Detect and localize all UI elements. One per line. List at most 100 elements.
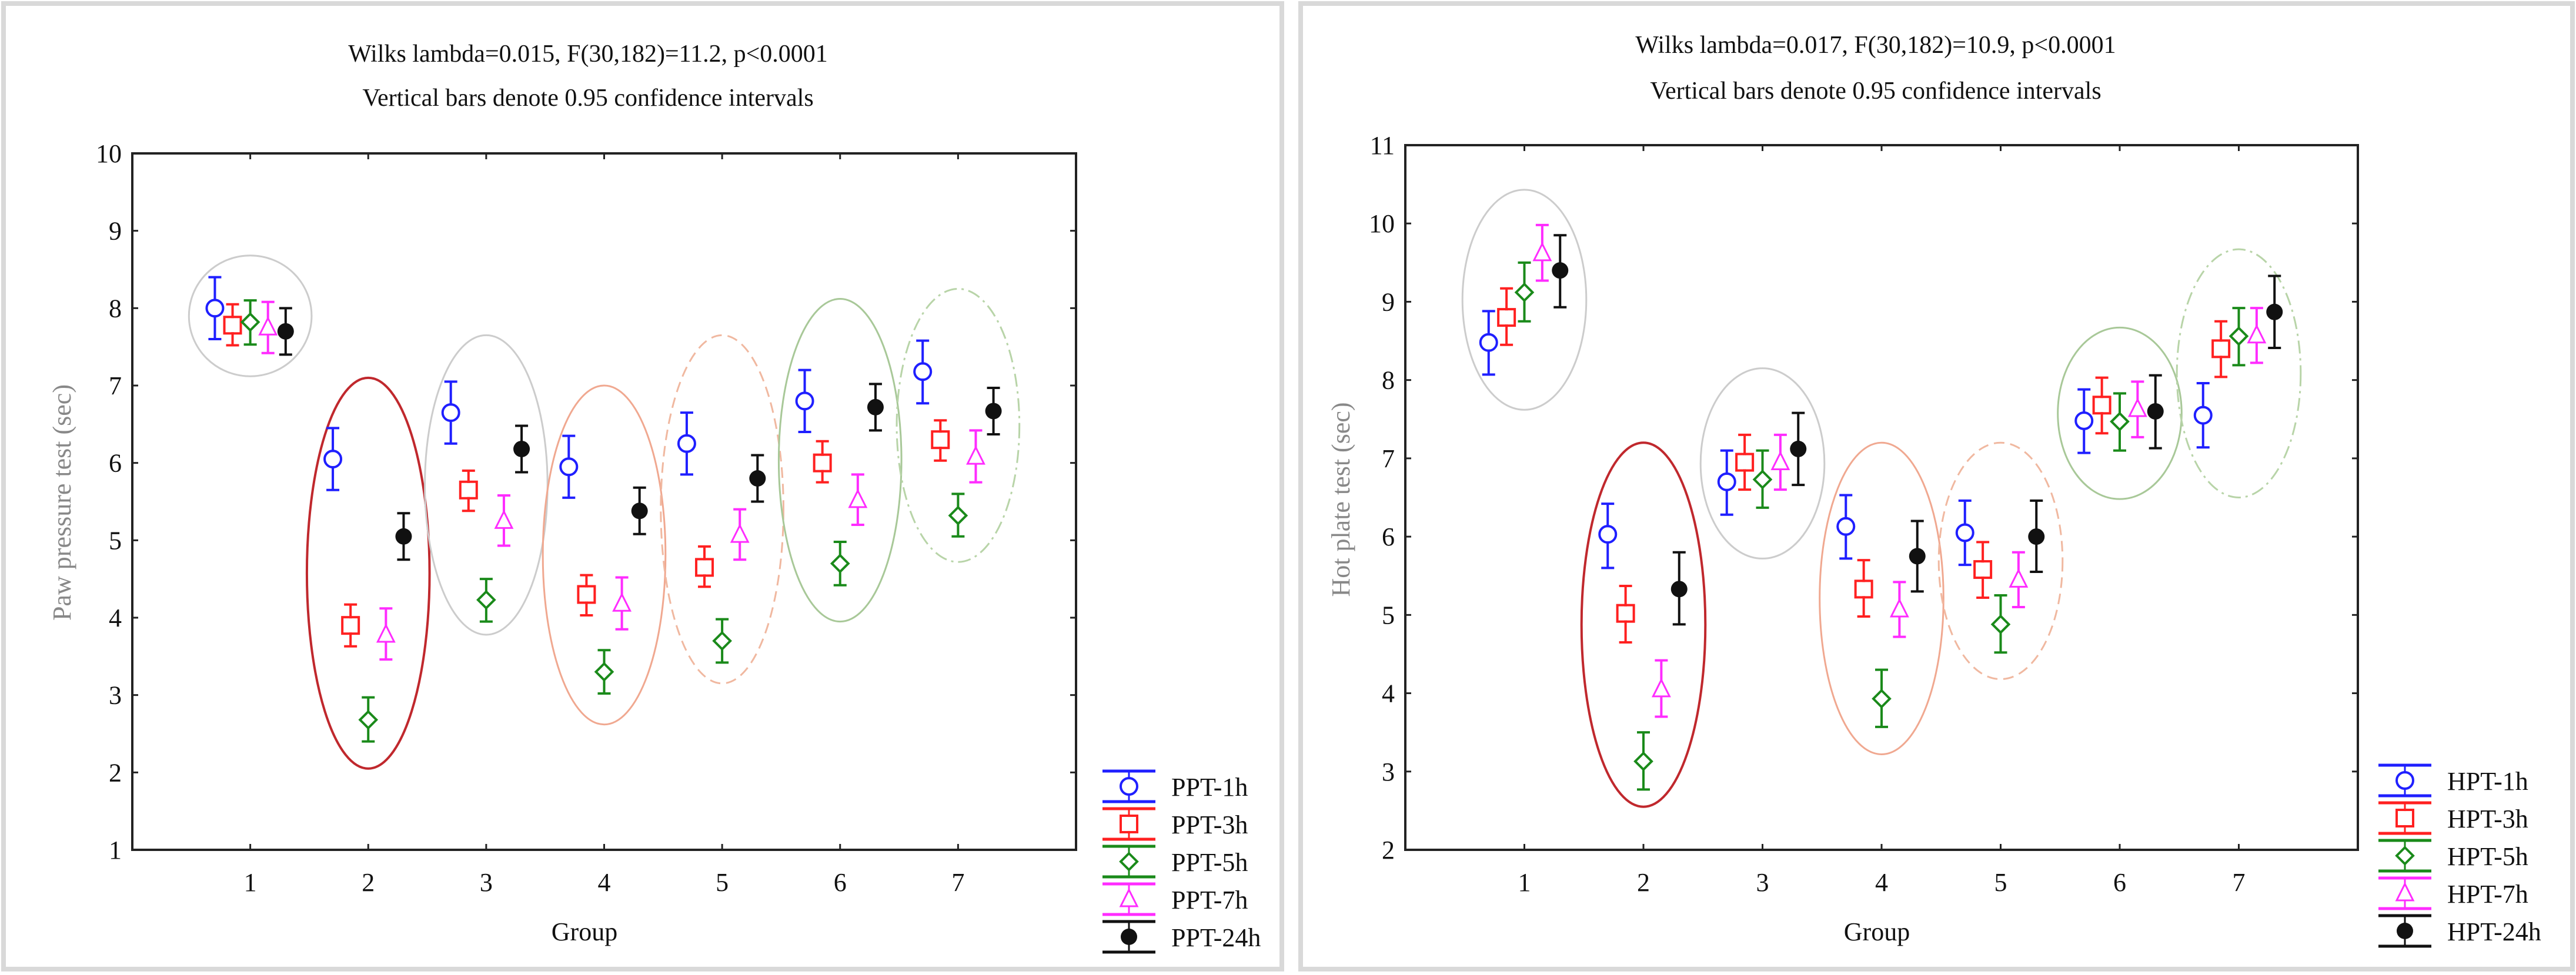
legend-label: PPT-5h bbox=[1171, 848, 1248, 877]
y-tick-label: 3 bbox=[1382, 758, 1395, 786]
group-ellipse bbox=[542, 384, 667, 726]
legend-marker bbox=[2395, 846, 2415, 866]
data-point bbox=[277, 323, 294, 340]
panel-border bbox=[1, 1, 1284, 971]
legend-marker bbox=[2395, 771, 2414, 790]
legend-label: HPT-5h bbox=[2447, 842, 2528, 871]
marker-bg bbox=[579, 587, 594, 602]
legend-label: PPT-1h bbox=[1171, 773, 1248, 802]
x-tick-label: 4 bbox=[598, 868, 611, 897]
data-point bbox=[1514, 282, 1535, 303]
data-point bbox=[1854, 579, 1873, 599]
chart-title: Wilks lambda=0.015, F(30,182)=11.2, p<0.… bbox=[348, 41, 828, 68]
data-point bbox=[258, 316, 278, 336]
x-tick-label: 5 bbox=[716, 868, 729, 897]
data-point bbox=[2028, 528, 2045, 545]
y-tick-label: 6 bbox=[109, 449, 122, 478]
x-tick-label: 1 bbox=[1518, 868, 1531, 897]
group-ellipse bbox=[896, 287, 1021, 563]
group-ellipse bbox=[1580, 441, 1707, 808]
group-ellipse bbox=[2057, 326, 2183, 500]
data-point bbox=[2266, 303, 2283, 320]
series-PPT-3h bbox=[223, 303, 950, 648]
group-ellipse bbox=[188, 254, 313, 377]
data-point bbox=[931, 430, 950, 450]
data-point bbox=[476, 589, 496, 610]
marker-bg bbox=[1122, 817, 1136, 831]
marker-bg bbox=[326, 452, 340, 467]
group-ellipse bbox=[1699, 367, 1826, 559]
series-PPT-5h bbox=[240, 299, 968, 743]
legend-item: HPT-7h bbox=[2378, 876, 2528, 910]
group-ellipse bbox=[1461, 189, 1588, 411]
marker-bg bbox=[1601, 527, 1615, 542]
marker-bg bbox=[1618, 606, 1633, 621]
marker-bg bbox=[1122, 779, 1136, 793]
data-point bbox=[2110, 411, 2130, 432]
data-point bbox=[1973, 560, 1993, 579]
data-point bbox=[513, 440, 530, 457]
y-tick-label: 9 bbox=[109, 217, 122, 246]
data-point bbox=[730, 523, 750, 543]
y-tick-label: 4 bbox=[109, 604, 122, 632]
data-point bbox=[1717, 472, 1736, 491]
x-axis-label: Group bbox=[1844, 917, 1910, 946]
legend-label: PPT-24h bbox=[1171, 923, 1261, 952]
x-tick-label: 2 bbox=[362, 868, 375, 897]
x-tick-label: 5 bbox=[1994, 868, 2007, 897]
chart-subtitle: Vertical bars denote 0.95 confidence int… bbox=[1650, 78, 2101, 105]
y-tick-label: 2 bbox=[109, 758, 122, 787]
marker-bg bbox=[225, 318, 240, 333]
data-point bbox=[2211, 339, 2231, 358]
data-point bbox=[695, 558, 714, 577]
series-PPT-1h bbox=[205, 276, 933, 499]
legend-label: HPT-7h bbox=[2447, 880, 2528, 909]
data-point bbox=[1735, 453, 1755, 472]
data-point bbox=[2092, 396, 2111, 415]
data-point bbox=[2247, 324, 2267, 344]
marker-bg bbox=[208, 301, 222, 316]
x-tick-label: 3 bbox=[1756, 868, 1769, 897]
y-tick-label: 10 bbox=[1369, 209, 1395, 238]
data-point bbox=[1889, 598, 1909, 618]
legend-marker bbox=[1119, 887, 1139, 907]
legend-marker bbox=[1120, 815, 1138, 833]
y-axis-label: Hot plate test (sec) bbox=[1327, 402, 1355, 597]
marker-bg bbox=[2398, 811, 2412, 825]
data-point bbox=[2074, 411, 2094, 430]
legend-item: PPT-5h bbox=[1102, 845, 1248, 879]
data-point bbox=[395, 528, 412, 545]
panel-paw-pressure: Wilks lambda=0.015, F(30,182)=11.2, p<0.… bbox=[1, 1, 1284, 971]
legend-item: PPT-1h bbox=[1102, 769, 1248, 803]
data-point bbox=[612, 592, 632, 612]
marker-bg bbox=[697, 560, 712, 575]
legend-marker bbox=[2395, 882, 2415, 902]
marker-bg bbox=[2094, 398, 2109, 413]
marker-bg bbox=[1856, 582, 1871, 597]
legend-marker bbox=[1120, 777, 1138, 796]
legend-marker bbox=[2397, 923, 2413, 939]
legend-item: HPT-24h bbox=[2378, 914, 2541, 948]
series-PPT-7h bbox=[258, 300, 985, 661]
data-point bbox=[2127, 397, 2147, 417]
data-point bbox=[867, 398, 884, 416]
y-tick-label: 1 bbox=[109, 836, 122, 865]
y-tick-label: 5 bbox=[109, 526, 122, 555]
y-tick-label: 8 bbox=[109, 294, 122, 323]
data-point bbox=[1479, 333, 1498, 352]
data-point bbox=[1651, 678, 1671, 698]
legend-item: PPT-24h bbox=[1102, 920, 1261, 954]
data-point bbox=[323, 450, 343, 469]
x-tick-label: 3 bbox=[480, 868, 493, 897]
data-point bbox=[1909, 548, 1926, 565]
x-tick-label: 7 bbox=[951, 868, 964, 897]
marker-bg bbox=[1481, 335, 1496, 350]
legend-marker bbox=[1119, 852, 1139, 872]
legend-label: HPT-24h bbox=[2447, 917, 2541, 946]
legend-item: HPT-3h bbox=[2378, 801, 2528, 835]
marker-bg bbox=[797, 394, 812, 408]
data-point bbox=[848, 488, 868, 508]
legend-item: HPT-1h bbox=[2378, 763, 2528, 798]
y-tick-label: 11 bbox=[1370, 131, 1395, 160]
